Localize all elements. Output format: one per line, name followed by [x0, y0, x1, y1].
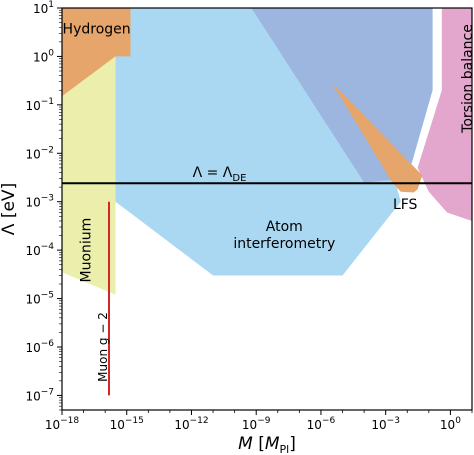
- y-tick-label: 10−1: [25, 97, 54, 113]
- region-labels: Atom interferometry Muonium Hydrogen Torsion…: [63, 21, 474, 382]
- x-axis-title: M [MPl]: [238, 434, 296, 455]
- label-muonium: Muonium: [78, 218, 94, 283]
- y-tick-label: 10−5: [25, 291, 54, 307]
- x-tick-label: 10−18: [45, 416, 80, 432]
- x-tick-label: 10−12: [174, 416, 208, 432]
- x-tick-label: 10−9: [242, 416, 271, 432]
- y-tick-label: 100: [33, 48, 54, 64]
- x-tick-label: 10−15: [110, 416, 144, 432]
- region-muonium: [62, 56, 116, 295]
- y-axis-title: Λ [eV]: [0, 183, 19, 235]
- y-tick-label: 10−3: [25, 194, 54, 210]
- region-hydrogen: [62, 8, 131, 97]
- y-axis-ticks: 10−7 10−6 10−5 10−4 10−3 10−2 10−1 100 101: [25, 0, 62, 411]
- y-tick-label: 10−6: [25, 339, 54, 355]
- y-tick-label: 10−4: [25, 242, 54, 258]
- x-axis-ticks: 10−18 10−15 10−12 10−9 10−6 10−3 100: [45, 410, 473, 432]
- x-tick-label: 10−6: [307, 416, 336, 432]
- y-tick-label: 10−2: [25, 145, 54, 161]
- x-tick-label: 10−3: [371, 416, 400, 432]
- label-atom-interferometry: Atom interferometry: [233, 219, 335, 252]
- y-tick-label: 101: [33, 0, 54, 16]
- label-hydrogen: Hydrogen: [63, 21, 131, 37]
- exclusion-regions: [62, 8, 472, 295]
- label-torsion-balance: Torsion balance: [460, 24, 474, 134]
- region-lfs: [331, 81, 423, 193]
- label-lfs: LFS: [393, 197, 418, 213]
- region-torsion-balance: [417, 8, 472, 221]
- label-muon-g-2: Muon g − 2: [96, 312, 110, 382]
- constraint-lines: [62, 182, 472, 396]
- x-tick-label: 100: [440, 416, 461, 432]
- y-tick-label: 10−7: [25, 387, 54, 403]
- label-de: Λ = ΛDE: [193, 165, 247, 184]
